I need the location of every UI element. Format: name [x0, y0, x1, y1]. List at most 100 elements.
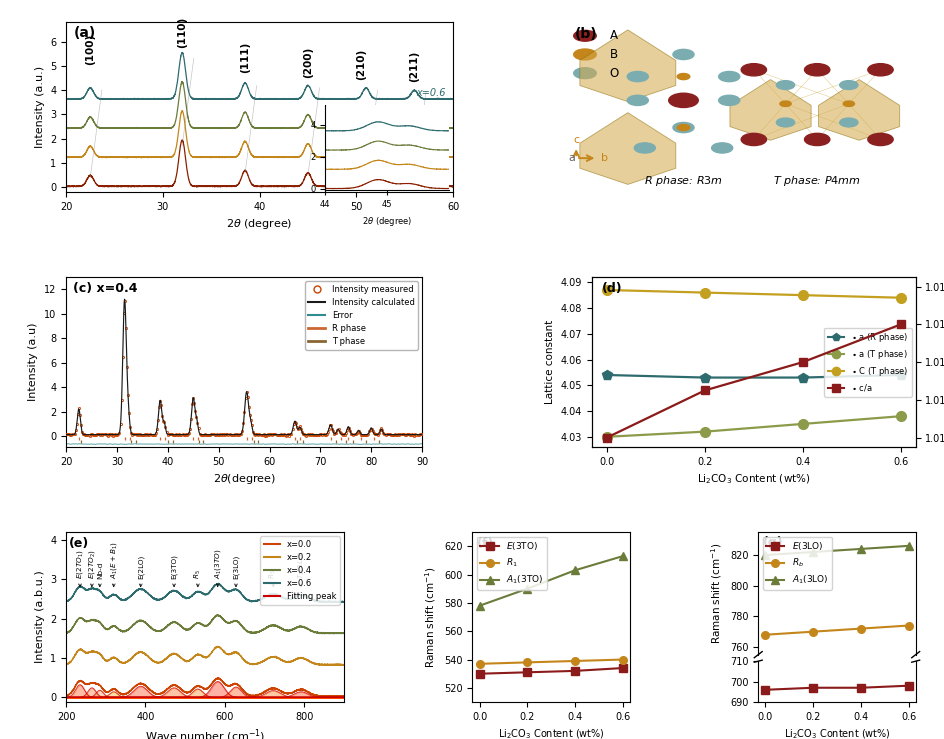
Error [261, 440, 272, 449]
Intensity measured [294, 424, 305, 433]
Text: x=0.2: x=0.2 [415, 146, 446, 157]
Text: b: b [600, 153, 608, 163]
Intensity calculated [60, 430, 72, 439]
Legend: Intensity measured, Intensity calculated, Error, R phase, T phase: Intensity measured, Intensity calculated… [305, 282, 418, 350]
$E$(3LO) [855, 684, 867, 692]
Text: a: a [568, 153, 575, 163]
Line: Intensity calculated: Intensity calculated [66, 299, 422, 435]
Circle shape [741, 64, 767, 76]
Legend: $E$(3LO), $R_b$, $A_1$(3LO): $E$(3LO), $R_b$, $A_1$(3LO) [763, 537, 832, 590]
Intensity calculated [406, 430, 417, 439]
Y-axis label: Raman shift (cm$^{-1}$): Raman shift (cm$^{-1}$) [424, 566, 438, 668]
$A_1$(3LO) [855, 545, 867, 554]
Line: C (T phase): C (T phase) [602, 285, 906, 302]
Intensity measured [60, 429, 72, 438]
$A_1$(3TO) [522, 585, 533, 593]
Line: $A_1$(3LO): $A_1$(3LO) [762, 542, 912, 559]
Circle shape [843, 101, 854, 106]
Text: (111): (111) [240, 42, 250, 73]
Text: (b): (b) [575, 27, 597, 41]
X-axis label: Li$_2$CO$_3$ Content (wt%): Li$_2$CO$_3$ Content (wt%) [784, 727, 890, 739]
Intensity calculated [319, 430, 330, 439]
Line: $E$(3LO): $E$(3LO) [762, 738, 912, 739]
Line: $R_b$: $R_b$ [762, 621, 912, 638]
Text: (e): (e) [69, 537, 89, 550]
$R_1$ [474, 659, 485, 668]
$E$(3TO) [569, 667, 581, 675]
Error [198, 440, 210, 449]
Circle shape [668, 93, 699, 107]
Text: (200): (200) [303, 47, 313, 78]
c/a [601, 433, 613, 442]
Text: B: B [610, 48, 617, 61]
Legend: x=0.0, x=0.2, x=0.4, x=0.6, Fitting peak: x=0.0, x=0.2, x=0.4, x=0.6, Fitting peak [261, 537, 340, 605]
Error [272, 440, 283, 449]
C (T phase) [798, 290, 809, 299]
Text: (110): (110) [177, 16, 187, 47]
C (T phase) [700, 288, 711, 297]
Circle shape [677, 124, 690, 131]
Line: $E$(3LO): $E$(3LO) [762, 682, 912, 694]
X-axis label: Li$_2$CO$_3$ Content (wt%): Li$_2$CO$_3$ Content (wt%) [497, 727, 604, 739]
$R_b$ [807, 534, 818, 543]
Circle shape [804, 133, 830, 146]
Circle shape [840, 118, 858, 127]
Polygon shape [580, 30, 676, 102]
Intensity calculated [416, 430, 428, 439]
Error [367, 440, 379, 449]
Intensity calculated [87, 430, 98, 439]
Intensity calculated [229, 430, 241, 439]
a (R phase) [700, 373, 711, 382]
a (T phase) [700, 427, 711, 436]
Line: c/a: c/a [602, 320, 905, 442]
$A_1$(3LO) [807, 428, 818, 437]
$R_1$ [617, 655, 629, 664]
Intensity measured [416, 429, 428, 438]
Intensity measured [261, 431, 272, 440]
Intensity calculated [119, 295, 130, 304]
Text: O: O [610, 67, 619, 80]
Text: $A_1(E+B_1)$: $A_1(E+B_1)$ [109, 541, 119, 587]
Text: (100): (100) [85, 33, 95, 64]
Intensity measured [198, 430, 210, 439]
Error [60, 440, 72, 449]
Circle shape [574, 30, 597, 41]
Legend: $E$(3TO), $R_1$, $A_1$(3TO): $E$(3TO), $R_1$, $A_1$(3TO) [477, 537, 547, 590]
Circle shape [673, 123, 694, 133]
Line: $R_1$: $R_1$ [476, 655, 627, 667]
Error [135, 440, 146, 449]
Text: (c) x=0.4: (c) x=0.4 [74, 282, 138, 295]
$A_1$(3LO) [855, 424, 867, 433]
Text: $E(2TO_1)$: $E(2TO_1)$ [75, 549, 85, 587]
Circle shape [712, 143, 733, 153]
$R_b$ [760, 538, 771, 547]
Y-axis label: Intensity (a.u): Intensity (a.u) [28, 323, 39, 401]
Text: E(3TO): E(3TO) [171, 554, 177, 587]
Circle shape [780, 101, 791, 106]
Circle shape [574, 68, 597, 78]
$A_1$(3LO) [807, 548, 818, 556]
c/a [798, 358, 809, 367]
Line: $R_b$: $R_b$ [762, 527, 912, 547]
$R_b$ [855, 624, 867, 633]
Text: (g): (g) [763, 536, 784, 549]
Circle shape [718, 72, 740, 82]
Text: (f): (f) [477, 537, 495, 550]
$E$(3TO) [617, 664, 629, 672]
Intensity measured [119, 296, 130, 305]
$A_1$(3TO) [569, 566, 581, 575]
Y-axis label: Lattice constant: Lattice constant [546, 320, 555, 404]
$R_b$ [807, 627, 818, 636]
Circle shape [776, 118, 795, 127]
Text: E(3LO): E(3LO) [233, 554, 239, 587]
Line: Intensity measured: Intensity measured [65, 299, 423, 437]
$A_1$(3TO) [474, 602, 485, 610]
Line: $A_1$(3LO): $A_1$(3LO) [762, 420, 912, 440]
Circle shape [574, 49, 597, 60]
Circle shape [741, 133, 767, 146]
Intensity measured [136, 430, 147, 439]
$A_1$(3LO) [902, 542, 914, 551]
Line: $E$(3TO): $E$(3TO) [476, 664, 627, 678]
Error [294, 440, 305, 449]
$R_1$ [569, 656, 581, 665]
